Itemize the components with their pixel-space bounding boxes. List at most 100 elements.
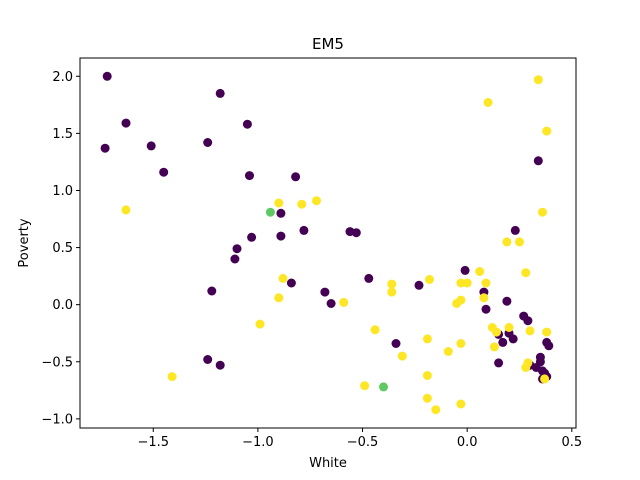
- data-point: [425, 275, 434, 284]
- y-tick-label: 1.5: [52, 127, 73, 142]
- data-point: [299, 225, 309, 235]
- data-point: [544, 341, 554, 351]
- x-axis-label: White: [309, 456, 347, 471]
- chart-title: EM5: [312, 35, 344, 53]
- data-point: [414, 280, 424, 290]
- data-point: [397, 351, 407, 361]
- data-point: [278, 273, 288, 283]
- data-point: [167, 372, 177, 382]
- y-tick-label: −0.5: [41, 355, 73, 370]
- data-point: [203, 138, 213, 147]
- data-point: [456, 339, 466, 348]
- data-point: [326, 299, 336, 308]
- data-point: [456, 399, 466, 409]
- data-point: [276, 208, 286, 218]
- data-point: [312, 196, 321, 206]
- data-point: [533, 156, 543, 166]
- data-point: [538, 207, 547, 217]
- y-tick-label: 1.0: [52, 184, 73, 199]
- data-point: [232, 244, 242, 254]
- data-point: [146, 141, 156, 151]
- data-point: [456, 278, 466, 288]
- data-point: [460, 265, 470, 275]
- data-point: [479, 293, 489, 303]
- data-point: [203, 355, 213, 364]
- data-point: [351, 228, 361, 238]
- data-point: [297, 199, 307, 209]
- data-point: [502, 237, 512, 247]
- data-point: [370, 325, 380, 335]
- data-point: [159, 167, 169, 177]
- y-tick-label: 0.0: [52, 298, 73, 313]
- y-axis-label: Poverty: [17, 218, 32, 267]
- data-point: [481, 278, 491, 288]
- data-point: [215, 88, 225, 98]
- data-point: [215, 360, 225, 370]
- data-point: [276, 231, 286, 241]
- data-point: [542, 327, 552, 337]
- x-axis-ticks: −1.5 −1.0 −0.5 0.0 0.5: [137, 428, 582, 450]
- data-point: [483, 98, 493, 107]
- data-point: [533, 75, 543, 85]
- data-point: [494, 358, 504, 368]
- data-point: [489, 342, 499, 352]
- data-point: [521, 268, 531, 278]
- data-point: [391, 339, 401, 348]
- plot-area: [80, 58, 576, 428]
- data-point: [379, 382, 388, 392]
- data-point: [523, 316, 533, 326]
- data-point: [504, 323, 514, 332]
- data-point: [521, 363, 531, 372]
- data-point: [498, 337, 508, 347]
- data-point: [475, 267, 485, 276]
- data-point: [492, 327, 501, 337]
- x-tick-label: −1.0: [242, 435, 274, 450]
- x-tick-label: 0.0: [457, 435, 478, 450]
- data-point: [364, 273, 374, 283]
- data-point: [502, 296, 512, 306]
- data-point: [320, 287, 330, 297]
- data-point: [207, 286, 217, 296]
- y-tick-label: 0.5: [52, 241, 73, 256]
- data-point: [274, 198, 284, 208]
- data-point: [462, 278, 472, 288]
- data-point: [121, 118, 131, 128]
- x-tick-label: −0.5: [347, 435, 379, 450]
- data-point: [255, 319, 265, 329]
- data-point: [422, 393, 432, 403]
- data-point: [542, 126, 552, 136]
- data-point: [535, 357, 545, 367]
- data-point: [245, 171, 254, 181]
- data-point: [510, 225, 520, 235]
- data-point: [274, 293, 284, 303]
- y-axis-ticks: −1.0 −0.5 0.0 0.5 1.0 1.5 2.0: [41, 70, 80, 427]
- data-point: [100, 143, 110, 153]
- data-point: [481, 304, 491, 314]
- data-point: [515, 237, 524, 247]
- data-point: [247, 232, 257, 242]
- data-point: [286, 278, 296, 288]
- x-tick-label: 0.5: [561, 435, 582, 450]
- data-point: [102, 71, 112, 81]
- y-tick-label: −1.0: [41, 412, 73, 427]
- data-point: [456, 295, 466, 305]
- data-point: [508, 334, 518, 344]
- data-point: [291, 172, 301, 182]
- data-point: [387, 279, 397, 289]
- data-point: [360, 381, 370, 391]
- data-point: [242, 119, 252, 129]
- data-point: [525, 326, 535, 336]
- x-tick-label: −1.5: [137, 435, 169, 450]
- data-point: [265, 207, 275, 217]
- data-points: [100, 71, 554, 415]
- data-point: [422, 334, 432, 344]
- data-point: [422, 371, 432, 380]
- data-point: [387, 287, 397, 297]
- data-point: [339, 297, 349, 307]
- data-point: [230, 254, 240, 264]
- y-tick-label: 2.0: [52, 70, 73, 85]
- data-point: [121, 205, 131, 215]
- data-point: [431, 405, 441, 415]
- axes-frame: [79, 57, 577, 429]
